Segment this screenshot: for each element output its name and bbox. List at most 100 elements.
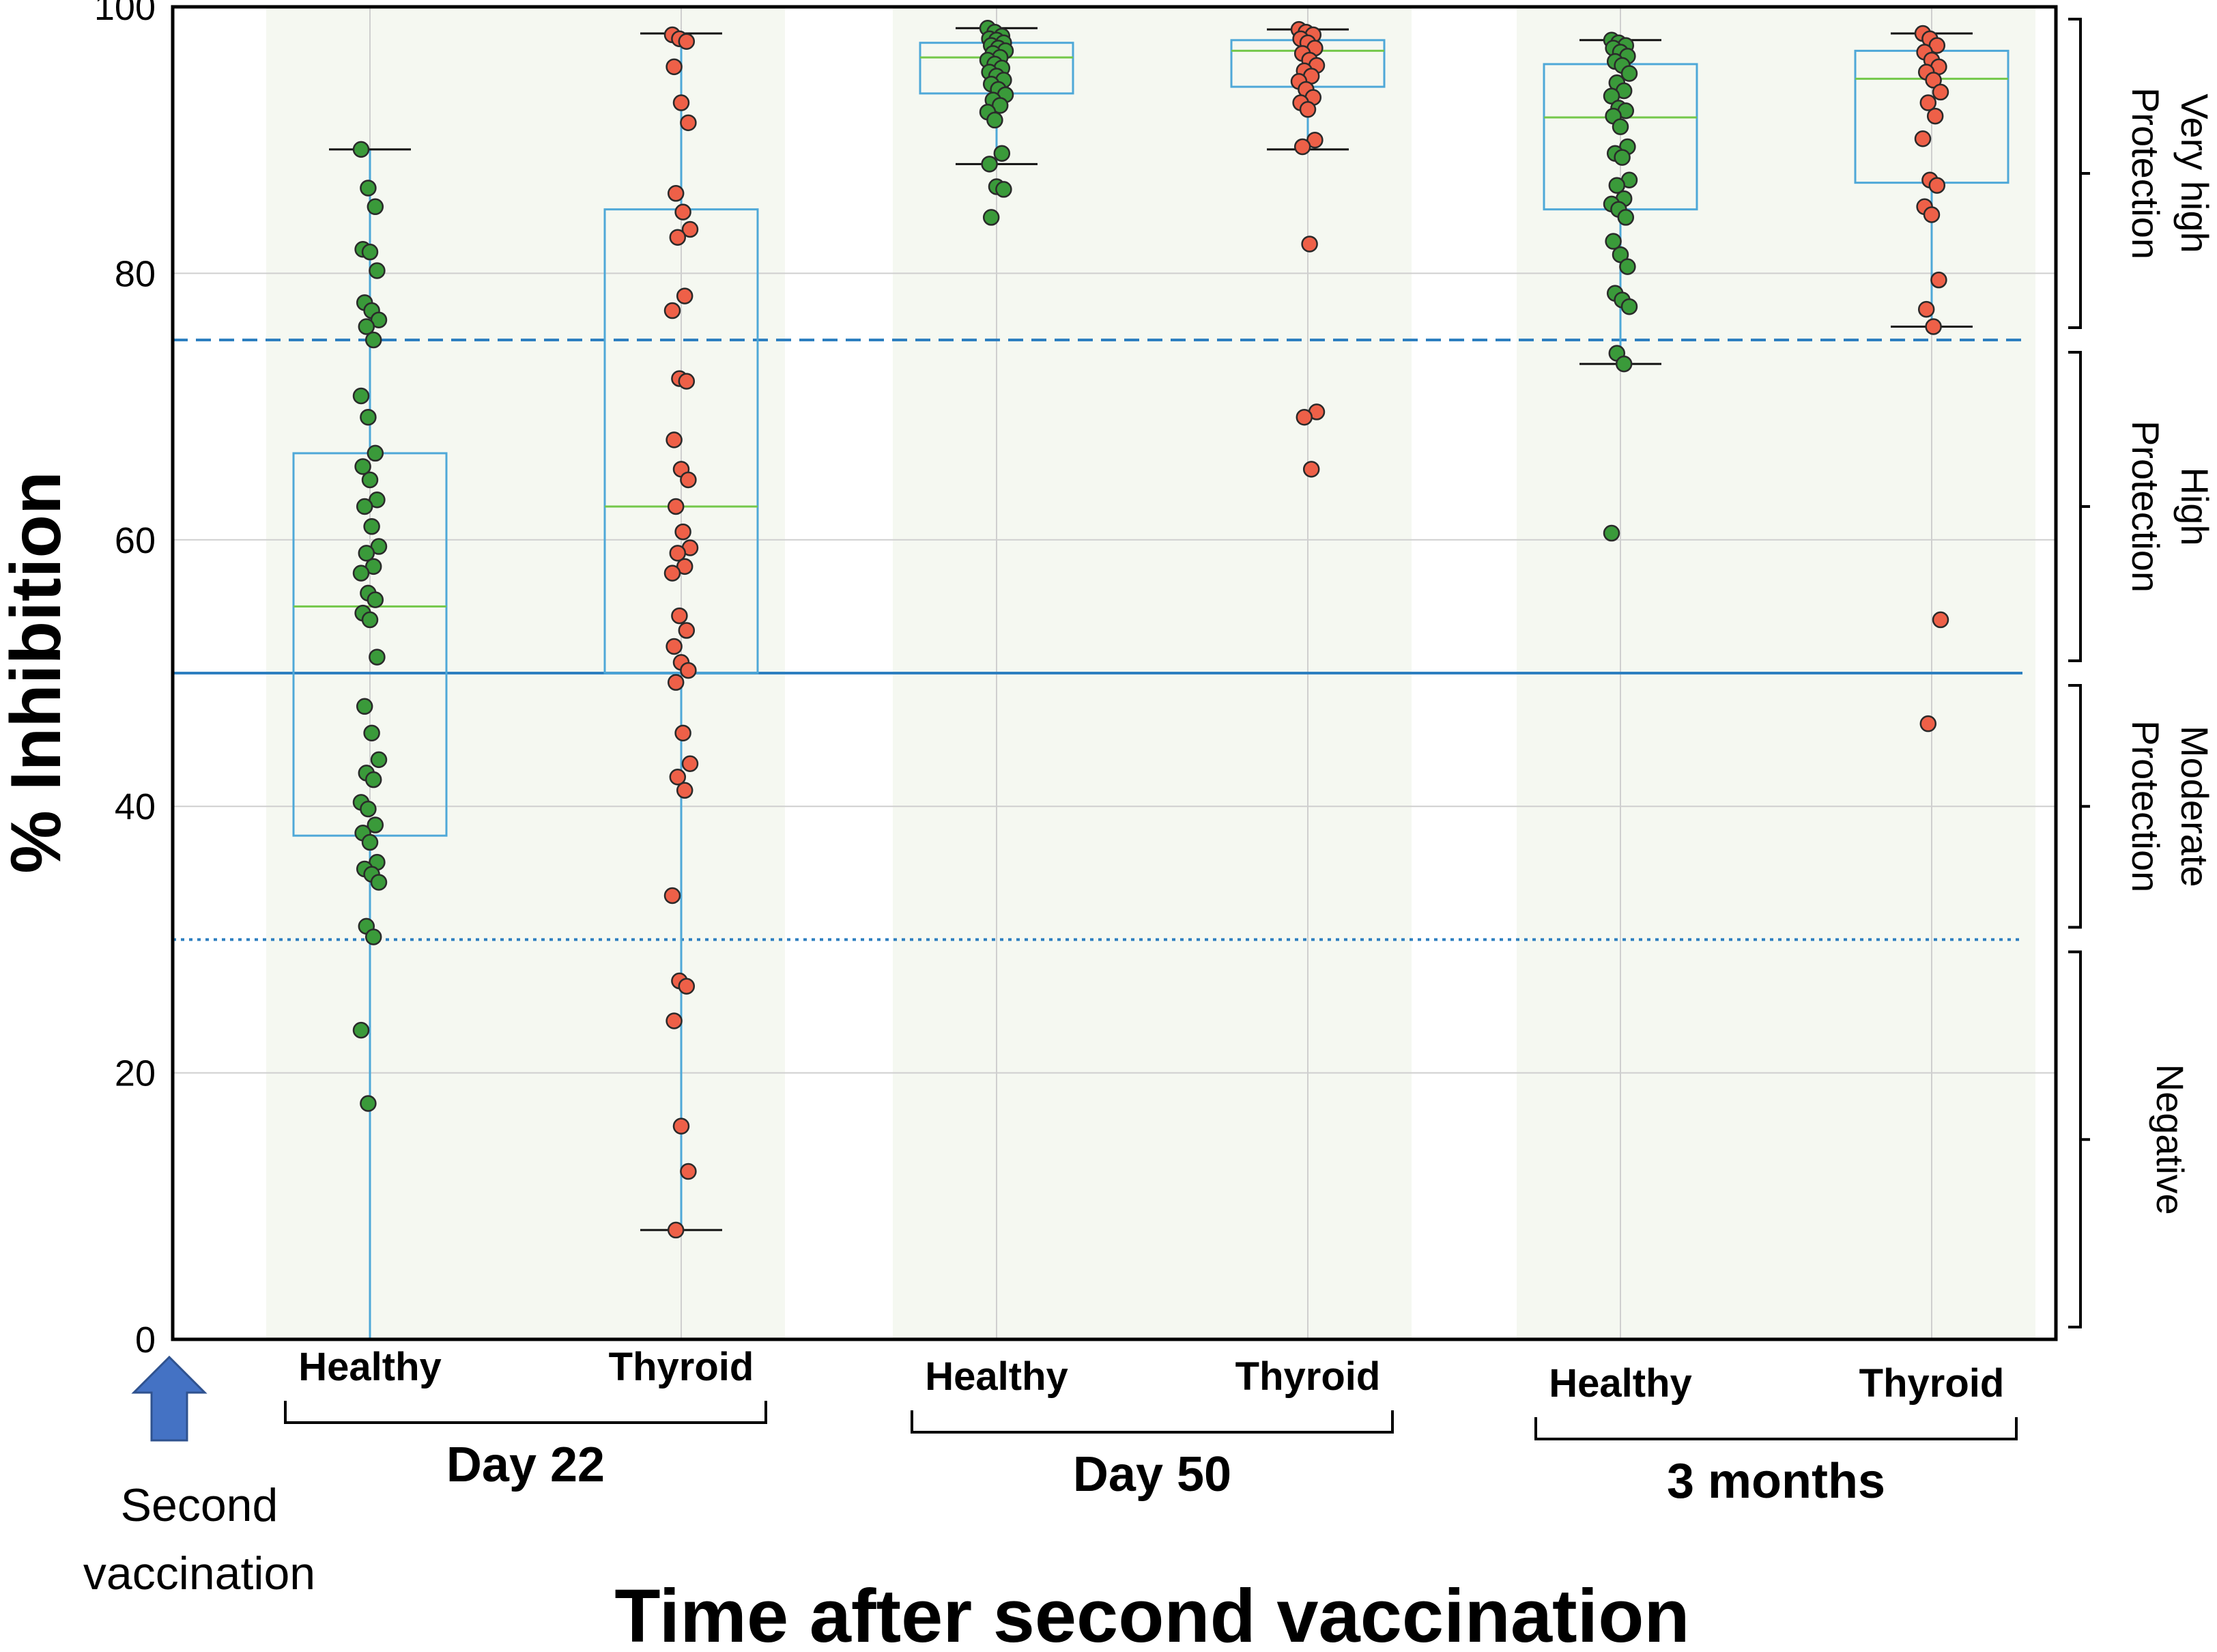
second-vaccination-label: Second (121, 1479, 278, 1531)
data-point-3-months-healthy (1605, 233, 1622, 250)
data-point-3-months-healthy (1603, 87, 1620, 105)
data-point-day-22-healthy (360, 408, 377, 426)
zone-label-line: Protection (2124, 720, 2167, 892)
y-tick-label: 100 (94, 0, 156, 28)
data-point-day-22-thyroid (680, 661, 697, 679)
x-axis-group-labels: Healthy Thyroid Day 22 Healthy Thyroid Day 50… (284, 1345, 2018, 1509)
y-tick-label: 80 (115, 253, 156, 294)
data-point-day-22-thyroid (669, 545, 687, 562)
data-point-day-22-thyroid (681, 220, 699, 238)
data-point-day-22-thyroid (674, 203, 691, 220)
data-point-day-22-thyroid (680, 1163, 697, 1180)
data-point-day-50-thyroid (1296, 408, 1313, 426)
data-point-day-22-healthy (367, 444, 384, 462)
data-point-3-months-healthy (1619, 258, 1636, 275)
data-point-day-22-thyroid (666, 638, 683, 655)
data-point-day-22-thyroid (678, 978, 696, 995)
data-point-day-22-healthy (360, 800, 377, 818)
data-point-day-22-healthy (367, 591, 384, 608)
data-point-day-22-thyroid (678, 33, 696, 51)
data-point-3-months-thyroid (1925, 318, 1942, 335)
data-point-day-22-thyroid (663, 887, 681, 905)
data-point-day-22-healthy (352, 387, 370, 405)
y-axis-label: % Inhibition (0, 471, 76, 873)
y-tick-label: 60 (115, 520, 156, 561)
data-point-day-22-thyroid (666, 58, 683, 76)
data-point-day-22-healthy (364, 331, 382, 349)
data-point-3-months-healthy (1612, 118, 1629, 135)
data-point-3-months-thyroid (1923, 206, 1941, 223)
data-point-day-22-healthy (352, 141, 370, 158)
data-point-3-months-healthy (1614, 149, 1631, 166)
up-arrow-icon (131, 1355, 208, 1442)
data-point-day-22-thyroid (666, 431, 683, 448)
y-tick-label: 40 (115, 786, 156, 827)
x-group-label: Healthy (925, 1354, 1068, 1399)
data-point-day-22-healthy (361, 471, 379, 489)
data-point-day-22-healthy (361, 611, 379, 629)
data-points (352, 19, 1949, 1239)
data-point-day-22-thyroid (663, 302, 681, 319)
data-point-3-months-thyroid (1919, 94, 1937, 111)
data-point-day-22-healthy (367, 816, 384, 834)
data-point-day-22-healthy (369, 649, 386, 666)
x-group-label: Thyroid (609, 1345, 754, 1389)
second-vaccination-marker: Second vaccination (83, 1355, 315, 1599)
data-point-3-months-healthy (1608, 177, 1626, 194)
data-point-day-22-healthy (354, 458, 371, 475)
data-point-day-22-thyroid (674, 724, 691, 742)
threshold-lines (173, 339, 2022, 941)
label-zone-high-protection: HighProtection (2124, 421, 2216, 593)
period-brace (1534, 1417, 2018, 1440)
data-point-day-22-thyroid (667, 1221, 685, 1239)
label-zone-negative: Negative (2149, 1064, 2192, 1215)
data-point-day-22-thyroid (667, 498, 685, 515)
y-tick-label: 20 (115, 1053, 156, 1094)
bracket-zone-very-high-protection (2068, 18, 2090, 329)
data-point-day-22-thyroid (669, 769, 687, 786)
label-zone-moderate-protection: ModerateProtection (2124, 720, 2216, 892)
x-group-label: Thyroid (1859, 1361, 2005, 1406)
data-point-day-22-thyroid (671, 607, 688, 625)
data-point-day-22-thyroid (678, 373, 696, 390)
data-point-day-22-thyroid (667, 674, 685, 691)
x-group-label: Healthy (298, 1345, 442, 1389)
data-point-day-22-healthy (352, 565, 370, 582)
zone-label-line: Very high (2173, 94, 2216, 253)
label-zone-very-high-protection: Very highProtection (2124, 87, 2216, 259)
data-point-day-50-healthy (995, 181, 1012, 198)
data-point-day-22-thyroid (674, 523, 691, 541)
bracket-zone-moderate-protection (2068, 684, 2090, 929)
y-axis-ticks: 0 20 40 60 80 100 (94, 0, 156, 1361)
data-point-day-22-healthy (369, 262, 386, 279)
bracket-zone-high-protection (2068, 351, 2090, 662)
data-point-day-22-thyroid (676, 287, 693, 304)
zone-label-line: High (2173, 467, 2216, 545)
data-point-3-months-healthy (1603, 524, 1620, 542)
data-point-day-50-thyroid (1299, 101, 1317, 118)
data-point-3-months-thyroid (1919, 715, 1937, 732)
data-point-3-months-healthy (1612, 246, 1629, 264)
data-point-3-months-thyroid (1930, 271, 1947, 289)
data-point-day-22-thyroid (669, 229, 687, 246)
data-point-day-22-healthy (361, 834, 379, 851)
data-point-day-22-healthy (352, 1021, 370, 1039)
data-point-day-22-healthy (370, 874, 388, 891)
data-point-3-months-thyroid (1932, 83, 1949, 101)
data-point-day-22-healthy (356, 698, 373, 715)
data-point-day-22-healthy (364, 928, 382, 945)
data-point-day-50-healthy (993, 145, 1011, 162)
data-point-day-22-healthy (367, 198, 384, 216)
data-point-day-22-healthy (358, 545, 375, 562)
data-point-day-22-healthy (360, 180, 377, 197)
zone-label-line: Negative (2149, 1064, 2192, 1215)
data-point-day-50-healthy (981, 156, 998, 173)
x-axis-label: Time after second vaccination (614, 1574, 1689, 1652)
second-vaccination-label: vaccination (83, 1548, 315, 1599)
data-point-day-22-healthy (363, 724, 380, 742)
zone-label-line: Protection (2124, 421, 2167, 593)
data-point-day-22-healthy (356, 498, 373, 515)
data-point-day-22-thyroid (672, 1117, 690, 1135)
data-point-day-22-thyroid (680, 471, 697, 489)
protection-zone-brackets: Very highProtectionHighProtectionModerat… (2068, 18, 2216, 1328)
